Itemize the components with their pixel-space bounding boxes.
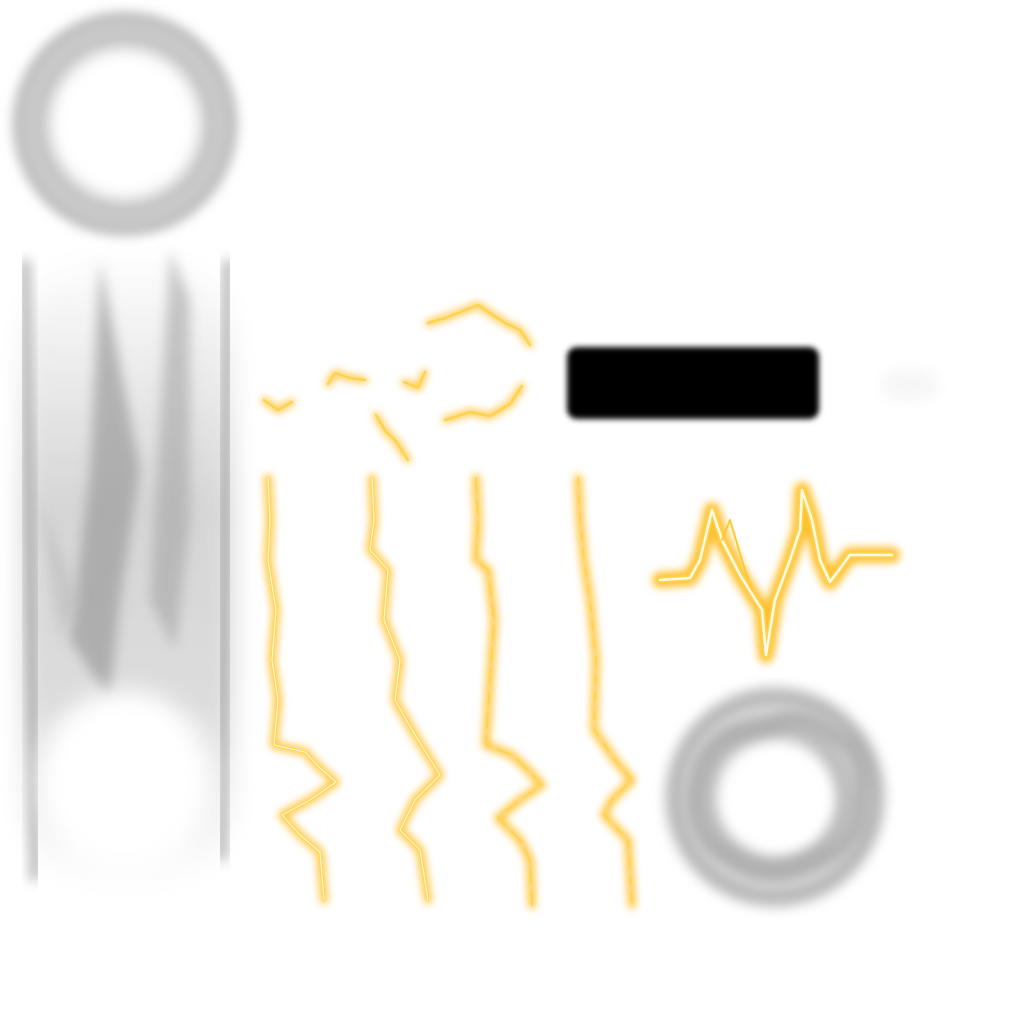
black-bar-sprite	[567, 347, 940, 419]
lightning-fragments-sprite	[261, 302, 533, 463]
lightning-bolt-sprite	[264, 474, 636, 909]
vertical-beam-sprite	[20, 250, 234, 890]
ring-glow-sprite	[12, 11, 238, 237]
smoke-ring-sprite	[665, 687, 885, 907]
zigzag-bolt-sprite	[652, 482, 900, 663]
